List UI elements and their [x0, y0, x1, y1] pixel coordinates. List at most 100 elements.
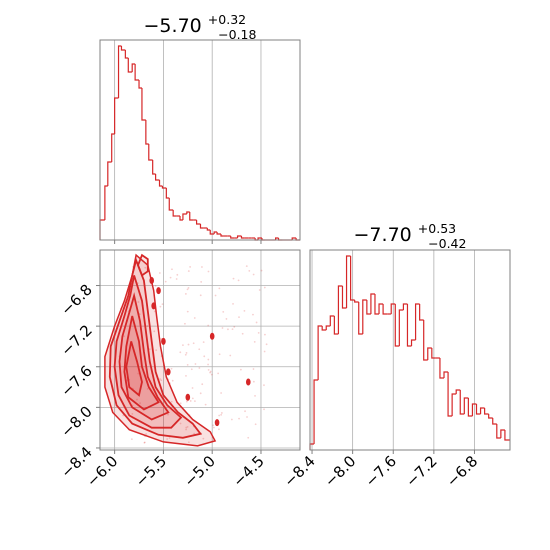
sample-point [241, 332, 244, 335]
sample-point [252, 368, 255, 370]
sample-point [258, 289, 261, 291]
x-tick-label: −6.8 [443, 452, 481, 490]
histogram-bin [402, 303, 408, 310]
axes-frame [99, 39, 301, 241]
histogram-bin [124, 50, 129, 59]
sample-point [166, 438, 169, 440]
sample-point [220, 392, 223, 394]
sample-point [264, 333, 266, 336]
histogram-bin [345, 255, 351, 308]
sample-point [209, 370, 212, 373]
sample-point [232, 277, 235, 280]
sample-point [122, 414, 125, 417]
histogram-bin [172, 210, 177, 217]
sample-point [153, 310, 156, 313]
histogram-bin [179, 216, 183, 221]
histogram-bin [447, 372, 453, 417]
contour-island [149, 276, 155, 284]
sample-point [212, 426, 215, 429]
histogram-bin [199, 224, 204, 229]
sample-point [201, 266, 203, 268]
sample-point [222, 311, 225, 313]
sample-point [198, 367, 201, 369]
title-lower-error: −0.42 [428, 236, 466, 251]
sample-point [190, 368, 193, 371]
histogram-bin [325, 325, 331, 330]
histogram-bin [206, 228, 211, 231]
title-value: −7.70 [354, 224, 412, 246]
sample-point [239, 368, 242, 371]
histogram-bin [394, 304, 400, 347]
contour-island [185, 393, 191, 401]
sample-point [257, 331, 260, 334]
sample-point [186, 400, 188, 403]
sample-point [263, 384, 265, 387]
sample-point [189, 400, 192, 402]
histogram-bin [358, 302, 363, 335]
title-lower-error: −0.18 [218, 27, 256, 42]
sample-point [238, 316, 240, 319]
sample-point [189, 266, 192, 268]
sample-point [218, 414, 221, 417]
sample-point [217, 372, 220, 375]
sample-point [170, 367, 173, 370]
sample-point [186, 425, 189, 428]
histogram-bin [471, 403, 477, 416]
sample-point [170, 400, 173, 403]
panel-title: −7.70 +0.53 −0.42 [354, 216, 467, 251]
histogram-bin [451, 393, 457, 416]
y-tick-label: −7.2 [57, 321, 95, 359]
sample-point [143, 441, 146, 444]
sample-point [186, 288, 189, 291]
sample-point [136, 398, 138, 401]
sample-point [171, 379, 174, 382]
histogram-bin [240, 236, 245, 239]
histogram-bin [152, 160, 156, 175]
sample-point [131, 413, 134, 415]
panel-contour: −6.0 −5.5 −5.0 −4.5 −6.8−7.2−7.6−8.0−8.4 [57, 249, 301, 491]
sample-point [202, 341, 205, 344]
histogram-bin [104, 185, 108, 220]
sample-point [207, 369, 210, 371]
histogram-bin [475, 404, 481, 415]
sample-point [179, 402, 182, 405]
sample-point [155, 349, 158, 352]
x-tick-label: −5.5 [132, 452, 170, 490]
histogram-bin [114, 97, 119, 134]
sample-point [167, 413, 169, 416]
histogram-bin [333, 316, 339, 335]
histogram-bin [378, 303, 384, 314]
histogram-bin [443, 371, 449, 378]
sample-point [218, 428, 220, 431]
histogram-bin [165, 188, 170, 199]
histogram-bin [496, 424, 501, 439]
x-tick-label: −7.2 [402, 452, 440, 490]
contour-line [137, 253, 149, 277]
sample-point [164, 280, 167, 283]
sample-point [192, 342, 195, 345]
title-upper-error: +0.53 [418, 221, 456, 236]
contour-line [123, 315, 160, 411]
contour-island [245, 378, 251, 386]
sample-point [202, 437, 205, 440]
sample-point [184, 322, 186, 325]
plot-background [310, 250, 510, 450]
histogram-bin [220, 234, 224, 237]
sample-point [254, 423, 257, 426]
sample-point [203, 355, 206, 358]
sample-point [143, 441, 146, 444]
sample-point [199, 392, 202, 395]
sample-point [210, 373, 213, 376]
plot-background [100, 40, 300, 240]
sample-point [232, 302, 234, 305]
sample-point [145, 433, 148, 435]
sample-point [230, 418, 233, 421]
sample-point [168, 437, 171, 439]
sample-point [176, 273, 179, 276]
sample-point [255, 321, 258, 324]
contour-island [165, 368, 171, 376]
sample-point [137, 372, 140, 375]
sample-point [187, 343, 190, 346]
sample-point [237, 279, 240, 282]
sample-point [246, 416, 248, 418]
